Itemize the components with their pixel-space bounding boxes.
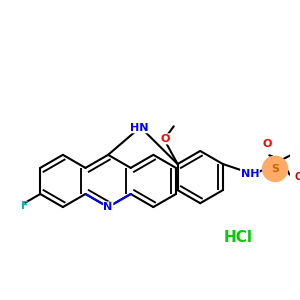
- Text: O: O: [262, 139, 272, 149]
- Circle shape: [290, 169, 300, 184]
- Text: HCl: HCl: [224, 230, 252, 244]
- Text: S: S: [271, 164, 279, 174]
- Text: O: O: [294, 172, 300, 182]
- Text: O: O: [160, 134, 170, 144]
- Text: F: F: [21, 201, 29, 211]
- Text: HN: HN: [130, 123, 148, 133]
- Circle shape: [262, 156, 288, 182]
- Text: NH: NH: [241, 169, 259, 179]
- Text: N: N: [103, 202, 113, 212]
